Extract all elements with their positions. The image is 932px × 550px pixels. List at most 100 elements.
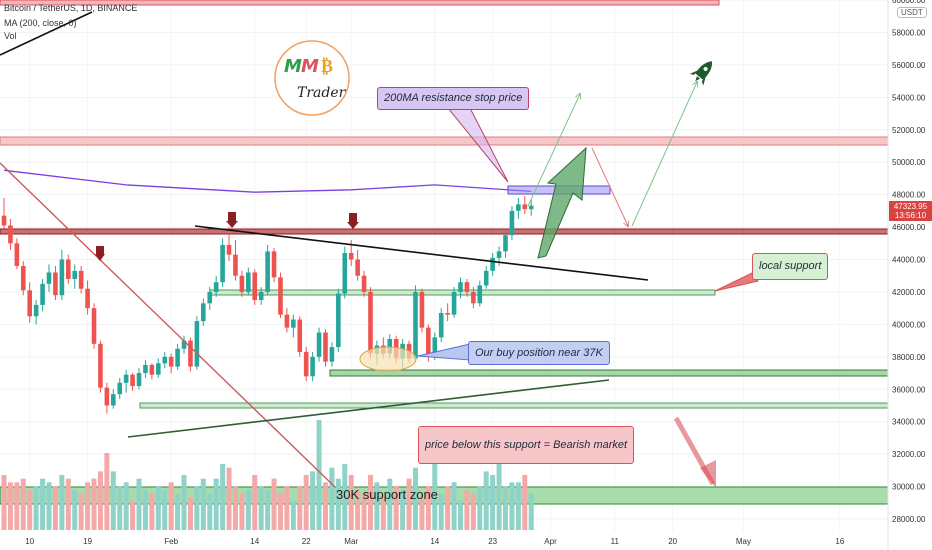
candle: [284, 308, 290, 333]
volume-bar: [207, 493, 213, 530]
candle: [72, 264, 78, 289]
down-marker: [95, 246, 105, 261]
volume-bar: [432, 464, 438, 530]
candle: [297, 316, 303, 357]
candle: [419, 288, 425, 333]
x-tick-label: 14: [250, 537, 259, 546]
bearish-arrow-head: [700, 460, 716, 488]
volume-bar: [52, 486, 58, 530]
volume-bar: [290, 500, 296, 530]
candle: [265, 244, 270, 296]
volume-bar: [226, 467, 232, 530]
volume-bar: [168, 482, 174, 530]
buy-position-pointer: [417, 343, 471, 361]
candle: [130, 373, 135, 391]
big-bullish-arrow: [537, 146, 587, 259]
x-tick-label: May: [736, 537, 751, 546]
candle: [168, 353, 174, 374]
volume-bar: [393, 486, 399, 530]
down-arrow-markers: [95, 212, 359, 261]
volume-bar: [239, 493, 245, 530]
candle: [303, 347, 309, 382]
candle: [464, 278, 470, 297]
volume-bar: [72, 489, 78, 530]
volume-bar: [316, 420, 322, 530]
volume-bar: [329, 467, 335, 530]
y-tick-label: 38000.00: [892, 353, 926, 362]
volume-bar: [522, 475, 528, 530]
volume-bar: [374, 482, 380, 530]
svg-text:M: M: [301, 56, 319, 77]
trader-logo: M M ₿ Trader: [274, 40, 350, 116]
candle: [438, 308, 444, 343]
resistance-callout: 200MA resistance stop price: [377, 87, 530, 110]
volume-bar: [14, 482, 20, 530]
volume-bar: [412, 467, 418, 530]
candle: [175, 343, 180, 370]
candle: [65, 254, 71, 284]
candle: [509, 205, 515, 241]
projection-arrow-1: [527, 94, 580, 207]
down-marker: [347, 213, 359, 229]
down-marker: [226, 212, 238, 228]
candle: [522, 196, 528, 215]
y-tick-label: 32000.00: [892, 450, 926, 459]
symbol-title: Bitcoin / TetherUS, 1D, BINANCE: [4, 3, 138, 13]
volume-bar: [303, 475, 309, 530]
y-tick-label: 42000.00: [892, 288, 926, 297]
svg-text:₿: ₿: [321, 56, 333, 77]
y-tick-label: 28000.00: [892, 515, 926, 524]
volume-bar: [265, 489, 271, 530]
candle: [471, 287, 476, 309]
top-resistance-band: [0, 0, 720, 6]
candle: [117, 377, 123, 399]
candle: [85, 280, 90, 315]
currency-badge[interactable]: USDT: [897, 7, 927, 18]
volume-bar: [252, 475, 258, 530]
candle: [220, 238, 225, 288]
time-axis: 10 19 Feb 14 22 Mar 14 23 Apr 11 20 May 16: [25, 537, 845, 546]
volume-bar: [355, 489, 361, 530]
volume-bar: [310, 471, 316, 530]
candle: [143, 360, 148, 378]
x-tick-label: 16: [835, 537, 844, 546]
candle: [226, 227, 232, 262]
volume-bar: [33, 486, 39, 530]
y-tick-label: 36000.00: [892, 385, 926, 394]
y-tick-label: 48000.00: [892, 191, 926, 200]
volume-bar: [361, 493, 367, 530]
candle: [361, 270, 367, 297]
candle: [98, 340, 103, 393]
candle: [271, 248, 277, 283]
y-tick-label: 56000.00: [892, 61, 926, 70]
last-price-value: 47323.95: [893, 202, 928, 211]
volume-bar: [27, 489, 33, 530]
candle: [278, 272, 283, 318]
last-price-label: 47323.95 13:56:10: [889, 201, 932, 221]
volume-bar: [470, 493, 476, 530]
candle: [483, 266, 489, 289]
resistance-level-band: [0, 228, 889, 235]
candle: [59, 249, 65, 301]
volume-bar: [20, 478, 26, 530]
volume-bar: [123, 482, 129, 530]
volume-bar: [213, 478, 219, 530]
volume-bar: [342, 464, 348, 530]
volume-bar: [419, 497, 425, 530]
volume-bar: [130, 500, 136, 530]
volume-bar: [503, 486, 509, 530]
volume-bar: [445, 486, 451, 530]
candle: [336, 288, 341, 352]
candle: [91, 303, 97, 349]
candle: [46, 264, 52, 292]
x-tick-label: 23: [488, 537, 497, 546]
candle: [445, 303, 450, 322]
volume-bar: [322, 482, 328, 530]
volume-bar: [232, 486, 238, 530]
candle: [20, 261, 26, 296]
volume-bar: [1, 475, 7, 530]
volume-bars: [1, 420, 534, 530]
candle: [123, 369, 129, 393]
local-support-callout: local support: [752, 253, 829, 280]
volume-bar: [425, 486, 431, 530]
